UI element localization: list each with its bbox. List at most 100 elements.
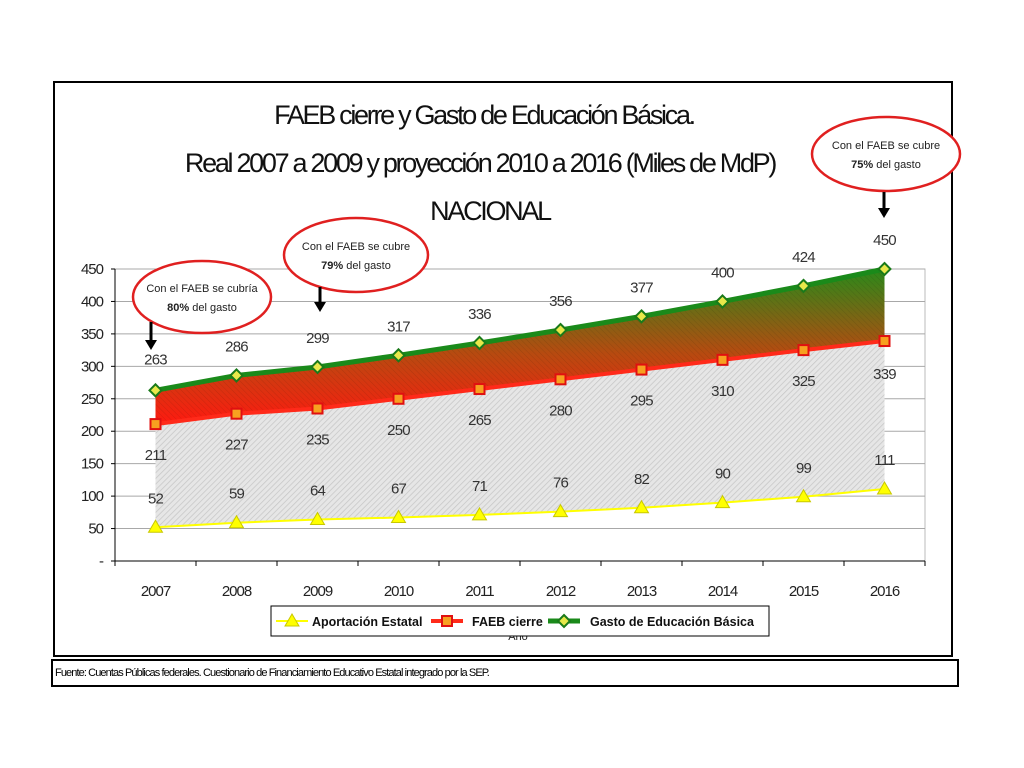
point-estatal [795, 488, 812, 503]
legend-item: Aportación Estatal [276, 613, 422, 629]
data-label: 310 [711, 383, 734, 400]
point-estatal [147, 519, 164, 533]
point-gasto [148, 382, 163, 398]
x-tick-label: 2008 [222, 583, 252, 600]
x-tick-label: 2016 [870, 583, 900, 600]
annotation-ellipse [282, 216, 430, 294]
series-markers [147, 261, 893, 533]
point-estatal [390, 509, 407, 524]
data-label: 82 [634, 471, 650, 488]
annotation-line2: 75% del gasto [851, 159, 921, 171]
y-tick-label: - [99, 553, 104, 570]
annotation-arrow-head [314, 302, 326, 312]
point-faeb [797, 344, 810, 357]
chart-subtitle-2: NACIONAL [430, 196, 552, 226]
annotation-note: Con el FAEB se cubre 75% del gasto [810, 115, 962, 218]
point-faeb [392, 392, 405, 405]
point-faeb [716, 353, 729, 366]
y-tick-label: 450 [81, 261, 104, 278]
point-faeb [311, 402, 324, 415]
data-label: 424 [792, 249, 815, 266]
point-estatal [876, 480, 893, 495]
source-footnote: Fuente: Cuentas Públicas federales. Cues… [51, 659, 959, 687]
point-gasto [877, 261, 892, 277]
point-gasto [796, 278, 811, 294]
data-label: 52 [148, 490, 164, 507]
y-tick-label: 50 [88, 521, 103, 538]
annotation-arrow-head [145, 340, 157, 350]
point-faeb [230, 407, 243, 420]
point-faeb [878, 335, 891, 348]
data-label: 235 [306, 432, 329, 449]
data-label: 76 [553, 475, 569, 492]
y-tick-label: 100 [81, 488, 104, 505]
x-tick-label: 2011 [465, 583, 494, 600]
x-tick-label: 2009 [303, 583, 333, 600]
data-label: 280 [549, 402, 572, 419]
annotation-arrow-head [878, 208, 890, 218]
data-label: 250 [387, 422, 410, 439]
data-label: 325 [792, 373, 815, 390]
legend-marker [284, 613, 300, 627]
point-gasto [472, 335, 487, 351]
y-tick-label: 150 [81, 456, 104, 473]
axes: - 50 100 150 200 250 300 350 400 450 2007 2008 2009 2… [81, 261, 926, 600]
annotation-line2: 79% del gasto [321, 260, 391, 272]
x-tick-label: 2013 [627, 583, 657, 600]
data-label: 339 [873, 366, 896, 383]
data-label: 286 [225, 338, 248, 355]
point-faeb [554, 373, 567, 386]
data-label: 211 [145, 447, 167, 464]
data-label: 59 [229, 486, 245, 503]
data-label: 90 [715, 466, 731, 483]
data-label: 336 [468, 306, 491, 323]
annotation-ellipse [810, 115, 962, 193]
data-label: 99 [796, 460, 812, 477]
point-faeb [473, 383, 486, 396]
point-estatal [714, 494, 731, 509]
chart-title: FAEB cierre y Gasto de Educación Básica. [274, 100, 695, 130]
series-line-faeb [155, 339, 885, 427]
x-tick-label: 2014 [708, 583, 738, 600]
data-label: 71 [472, 478, 488, 495]
legend-item: Gasto de Educación Básica [548, 613, 755, 629]
x-tick-label: 2010 [384, 583, 414, 600]
legend-label: FAEB cierre [472, 615, 543, 629]
y-tick-label: 400 [81, 293, 104, 310]
annotation-line1: Con el FAEB se cubre [302, 241, 410, 253]
annotation-note: Con el FAEB se cubre 79% del gasto [282, 216, 430, 312]
annotation-line1: Con el FAEB se cubre [832, 140, 940, 152]
annotation-note: Con el FAEB se cubría 80% del gasto [131, 259, 273, 350]
data-label: 64 [310, 482, 326, 499]
data-label: 450 [873, 232, 896, 249]
x-tick-label: 2015 [789, 583, 819, 600]
y-tick-label: 300 [81, 358, 104, 375]
point-faeb [635, 363, 648, 376]
point-gasto [715, 294, 730, 309]
data-label: 299 [306, 330, 329, 347]
point-gasto [553, 322, 568, 338]
chart-subtitle: Real 2007 a 2009 y proyección 2010 a 201… [185, 148, 776, 178]
data-label: 263 [144, 351, 167, 368]
legend-item: FAEB cierre [431, 615, 543, 629]
legend-label: Gasto de Educación Básica [590, 615, 755, 629]
x-tick-label: 2012 [546, 583, 576, 600]
point-estatal [633, 499, 650, 514]
point-gasto [634, 308, 649, 324]
point-faeb [149, 418, 162, 431]
data-label: 317 [387, 318, 410, 335]
data-label: 377 [630, 279, 653, 296]
area-faeb-estatal [155, 341, 885, 528]
data-label: 265 [468, 412, 491, 429]
data-label: 295 [630, 393, 653, 410]
y-tick-label: 200 [81, 423, 104, 440]
x-tick-label: 2007 [141, 583, 171, 600]
data-label: 227 [225, 437, 248, 454]
data-label: 111 [874, 452, 895, 469]
y-tick-label: 250 [81, 391, 104, 408]
y-tick-label: 350 [81, 326, 104, 343]
annotation-line2: 80% del gasto [167, 302, 237, 314]
legend-marker [556, 613, 572, 629]
